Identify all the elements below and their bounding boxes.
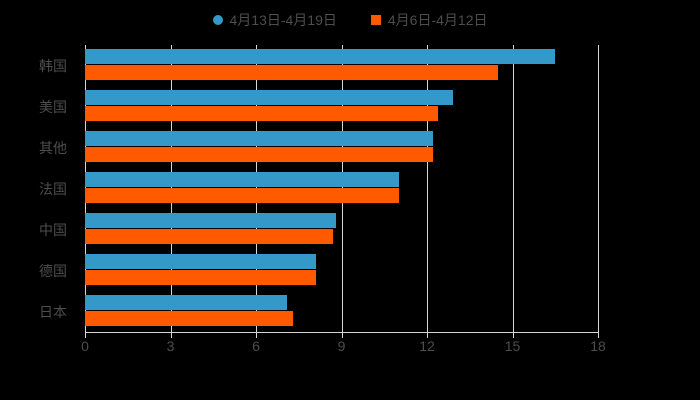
y-axis-label: 德国 xyxy=(39,262,67,279)
x-axis-tick xyxy=(512,332,514,338)
y-axis-label: 日本 xyxy=(39,303,67,320)
bar[interactable] xyxy=(85,213,336,228)
y-axis-labels: 韩国美国其他法国中国德国日本 xyxy=(0,45,76,332)
x-axis-tick xyxy=(598,332,599,338)
bar-group-5 xyxy=(85,250,598,291)
bar[interactable] xyxy=(85,106,439,121)
x-axis-tick-label: 15 xyxy=(504,338,521,354)
x-axis-tick xyxy=(85,332,86,338)
bar[interactable] xyxy=(85,90,453,105)
bar[interactable] xyxy=(85,172,399,187)
legend-item-1[interactable]: 4月6日-4月12日 xyxy=(370,12,488,28)
x-axis-tick-label: 9 xyxy=(337,338,346,354)
legend-label: 4月6日-4月12日 xyxy=(387,12,488,28)
gridline xyxy=(512,45,514,332)
legend-label: 4月13日-4月19日 xyxy=(229,12,337,28)
bar-group-4 xyxy=(85,209,598,250)
bar-group-0 xyxy=(85,45,598,86)
x-axis-tick-label: 18 xyxy=(590,338,606,354)
bar[interactable] xyxy=(85,295,288,310)
bar[interactable] xyxy=(85,229,333,244)
chart-legend: 4月13日-4月19日 4月6日-4月12日 xyxy=(0,8,700,32)
bar[interactable] xyxy=(85,49,556,64)
x-axis-tick xyxy=(341,332,343,338)
x-axis-tick-label: 0 xyxy=(81,338,89,354)
x-axis-tick-label: 12 xyxy=(419,338,435,354)
bar[interactable] xyxy=(85,65,499,80)
x-axis-tick-label: 6 xyxy=(252,338,260,354)
y-axis-label: 法国 xyxy=(39,180,67,197)
gridline xyxy=(598,45,599,332)
y-axis-label: 韩国 xyxy=(39,57,67,74)
y-axis-label: 中国 xyxy=(39,221,67,238)
y-axis-label: 美国 xyxy=(39,98,67,115)
bar-group-6 xyxy=(85,291,598,332)
bar-group-1 xyxy=(85,86,598,127)
bar[interactable] xyxy=(85,311,294,326)
x-axis-tick-label: 3 xyxy=(166,338,175,354)
y-axis-label: 其他 xyxy=(39,139,67,156)
plot-area xyxy=(85,45,599,332)
legend-item-0[interactable]: 4月13日-4月19日 xyxy=(212,12,337,28)
x-axis-tick xyxy=(427,332,428,338)
legend-marker-square-icon xyxy=(370,15,381,25)
bar[interactable] xyxy=(85,270,316,285)
bar[interactable] xyxy=(85,131,433,146)
bar-group-3 xyxy=(85,168,598,209)
legend-marker-circle-icon xyxy=(212,15,223,25)
bar[interactable] xyxy=(85,254,316,269)
bar[interactable] xyxy=(85,147,433,162)
bar-group-2 xyxy=(85,127,598,168)
bar[interactable] xyxy=(85,188,399,203)
x-axis-tick xyxy=(256,332,257,338)
gridline xyxy=(427,45,428,332)
x-axis-tick xyxy=(170,332,172,338)
